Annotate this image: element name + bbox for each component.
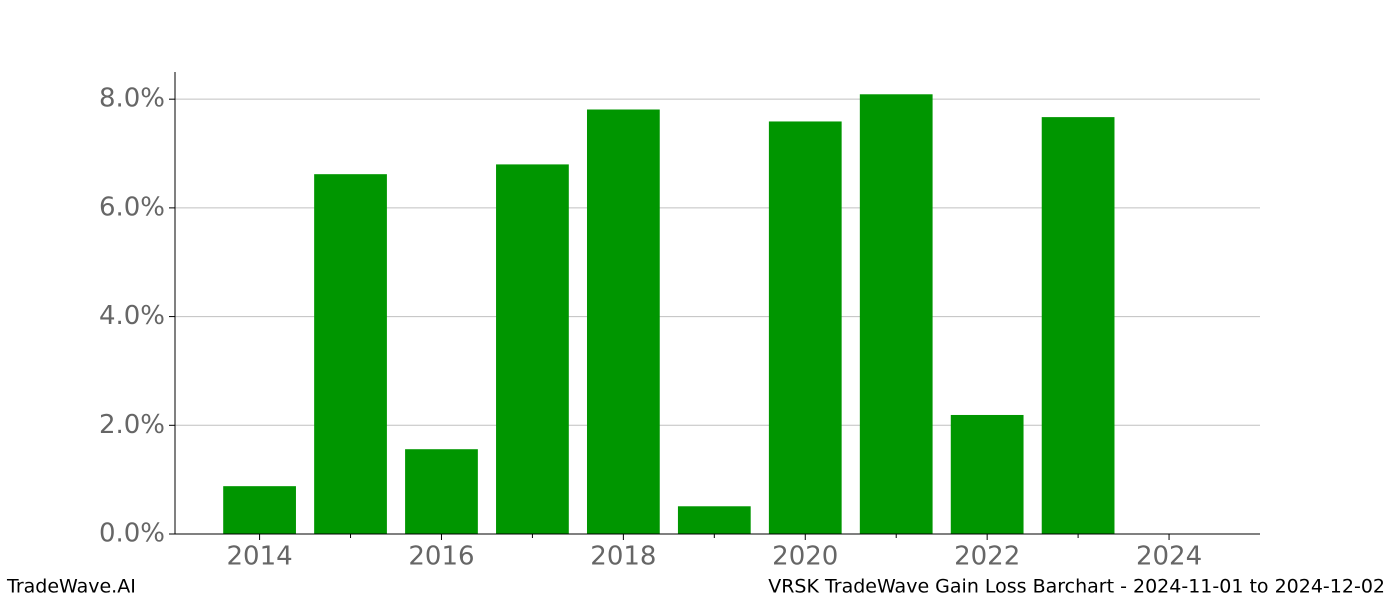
footer-left: TradeWave.AI [6, 576, 136, 598]
bar [1041, 117, 1115, 534]
bar [405, 449, 478, 534]
x-tick-label: 2018 [590, 542, 656, 572]
bar [314, 174, 387, 534]
y-tick-label: 6.0% [99, 192, 165, 222]
x-tick-label: 2024 [1136, 542, 1202, 572]
x-tick-label: 2022 [954, 542, 1020, 572]
bar [496, 164, 569, 534]
y-tick-label: 0.0% [99, 519, 165, 549]
bar [223, 486, 296, 534]
footer-right: VRSK TradeWave Gain Loss Barchart - 2024… [768, 576, 1385, 598]
y-tick-label: 8.0% [99, 84, 165, 114]
bar [950, 414, 1024, 534]
y-tick-label: 4.0% [99, 301, 165, 331]
bar [586, 109, 660, 534]
bar [677, 506, 751, 534]
x-tick-label: 2020 [772, 542, 838, 572]
y-tick-label: 2.0% [99, 410, 165, 440]
x-tick-label: 2014 [226, 542, 292, 572]
bar [859, 94, 933, 535]
bar [768, 121, 842, 534]
x-tick-label: 2016 [408, 542, 474, 572]
